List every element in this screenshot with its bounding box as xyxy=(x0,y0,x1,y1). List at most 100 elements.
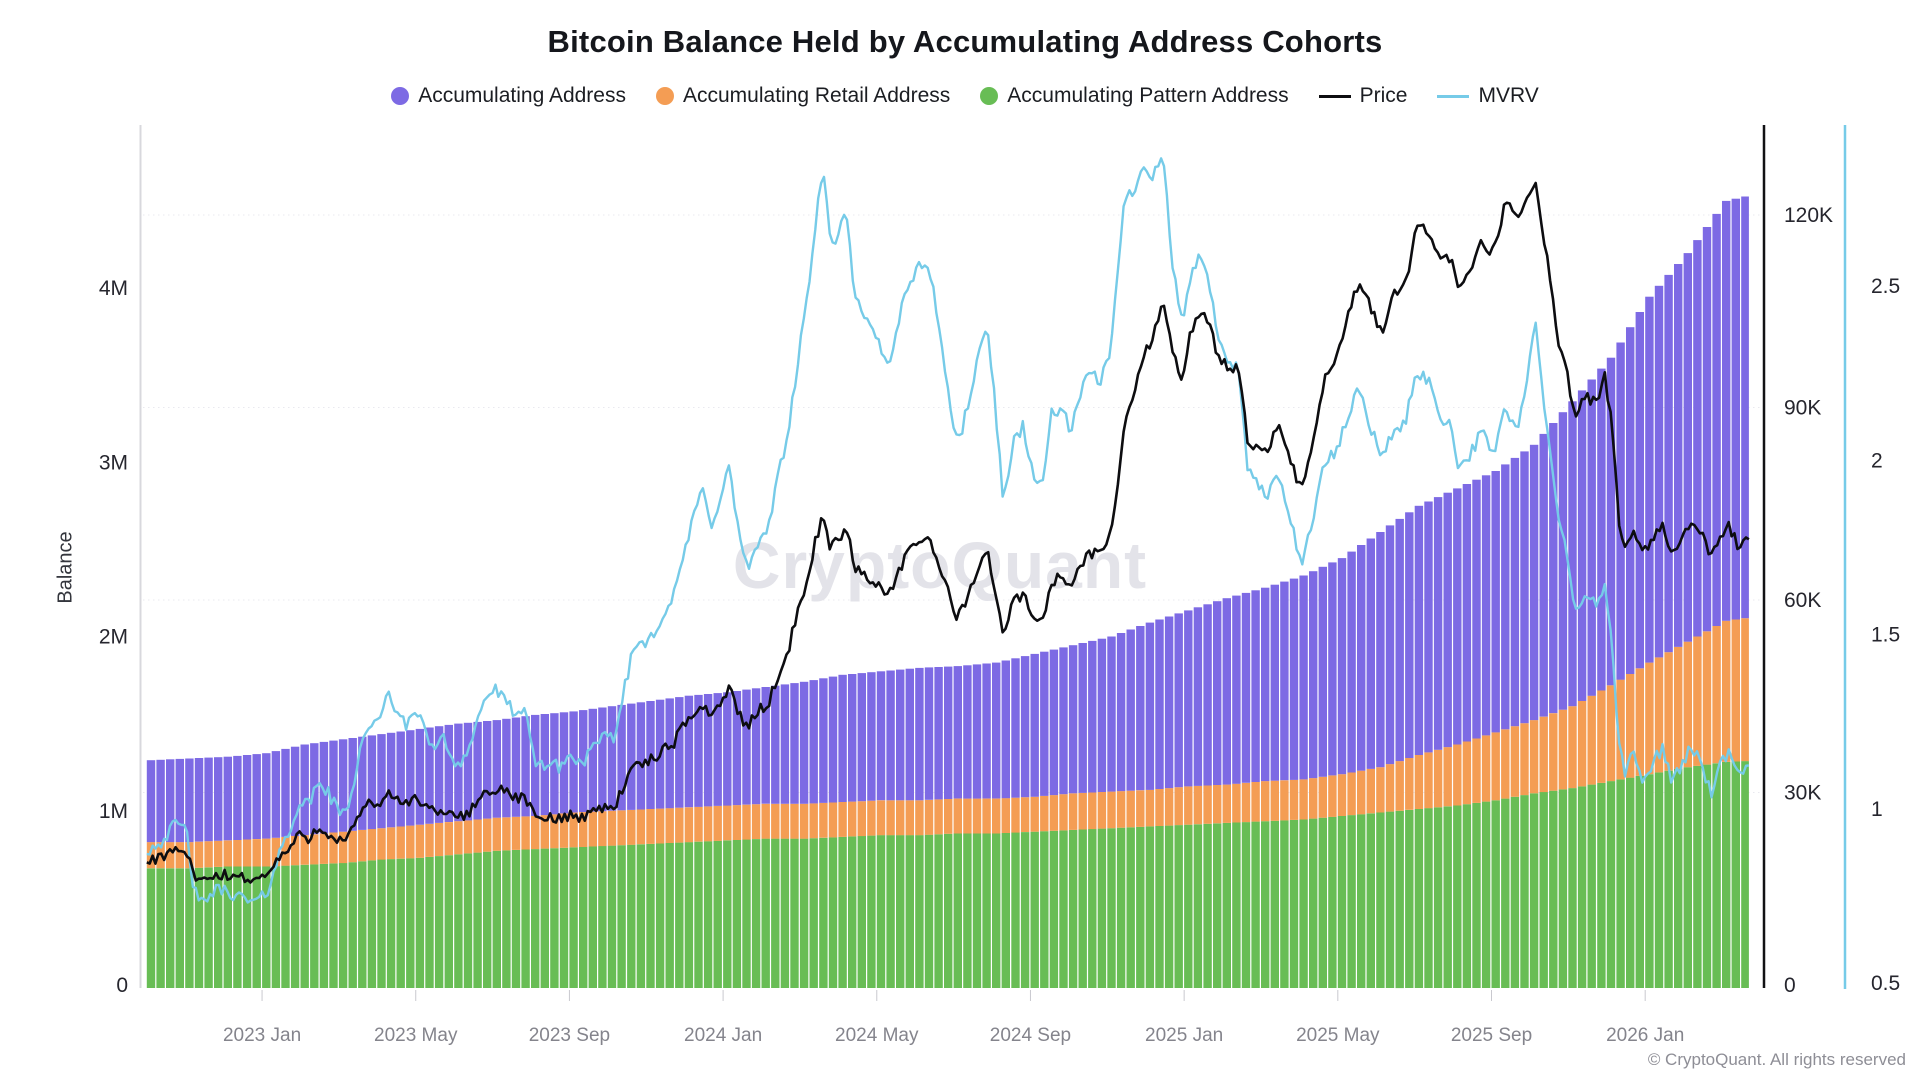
bar-pattern xyxy=(924,834,934,988)
bar-retail xyxy=(1164,788,1174,826)
bar-accumulating xyxy=(1462,484,1472,742)
bar-retail xyxy=(799,803,809,839)
bar-retail xyxy=(1068,793,1078,830)
bar-pattern xyxy=(146,868,156,988)
legend-item-accumulating-pattern-address[interactable]: Accumulating Pattern Address xyxy=(980,84,1289,108)
bar-retail xyxy=(751,804,761,839)
bar-retail xyxy=(588,811,597,847)
bar-pattern xyxy=(675,842,684,988)
bar-pattern xyxy=(1520,795,1529,988)
bar-pattern xyxy=(1654,772,1664,988)
bar-accumulating xyxy=(1510,457,1520,727)
bar-accumulating xyxy=(1645,296,1654,663)
bar-accumulating xyxy=(896,669,905,801)
bar-retail xyxy=(1155,789,1164,826)
bar-accumulating xyxy=(1001,660,1010,799)
bar-retail xyxy=(463,820,473,854)
bar-accumulating xyxy=(242,755,252,840)
bar-accumulating xyxy=(915,667,924,801)
bar-retail xyxy=(406,825,415,859)
bar-accumulating xyxy=(732,691,742,806)
bar-accumulating xyxy=(338,739,348,832)
bar-pattern xyxy=(780,838,790,988)
bar-retail xyxy=(559,813,569,848)
bar-retail xyxy=(1645,662,1654,775)
bar-retail xyxy=(1405,758,1414,810)
bar-pattern xyxy=(1558,789,1568,988)
bar-pattern xyxy=(751,839,761,988)
bar-pattern xyxy=(559,847,569,988)
bar-pattern xyxy=(367,860,377,988)
bar-retail xyxy=(1001,798,1010,833)
bar-retail xyxy=(329,832,338,864)
price-tick-label-120K: 120K xyxy=(1784,204,1833,227)
legend-item-price[interactable]: Price xyxy=(1318,84,1407,108)
bar-pattern xyxy=(1712,763,1721,988)
bar-retail xyxy=(1030,796,1039,832)
bar-retail xyxy=(454,821,463,855)
bar-accumulating xyxy=(607,706,617,811)
bar-accumulating xyxy=(627,703,636,810)
bar-pattern xyxy=(655,843,665,988)
bar-retail xyxy=(1462,741,1472,805)
bar-accumulating xyxy=(617,704,626,811)
bar-accumulating xyxy=(1741,196,1749,619)
bar-accumulating xyxy=(675,697,684,808)
bar-retail xyxy=(511,816,521,850)
bar-accumulating xyxy=(233,755,242,840)
bar-pattern xyxy=(848,836,857,988)
legend-item-accumulating-address[interactable]: Accumulating Address xyxy=(391,84,626,108)
bar-pattern xyxy=(1164,825,1174,988)
bar-accumulating xyxy=(1376,532,1385,768)
bar-retail xyxy=(1501,729,1510,799)
bar-pattern xyxy=(1270,820,1279,988)
legend-label: MVRV xyxy=(1478,84,1539,107)
bar-retail xyxy=(319,833,329,864)
bar-accumulating xyxy=(1309,571,1318,779)
bar-accumulating xyxy=(1251,590,1260,782)
bar-accumulating xyxy=(1635,312,1644,669)
bar-accumulating xyxy=(1011,658,1020,798)
legend-item-accumulating-retail-address[interactable]: Accumulating Retail Address xyxy=(655,84,950,108)
bar-accumulating xyxy=(953,666,962,799)
bar-retail xyxy=(1280,780,1289,821)
stacked-bars[interactable] xyxy=(146,196,1749,989)
legend-label: Accumulating Pattern Address xyxy=(1007,84,1289,107)
bar-pattern xyxy=(483,851,492,988)
bar-retail xyxy=(1097,792,1107,829)
bar-pattern xyxy=(1472,802,1481,988)
bar-accumulating xyxy=(761,687,770,804)
price-tick-label-60K: 60K xyxy=(1784,589,1821,612)
bar-pattern xyxy=(838,836,847,988)
bar-accumulating xyxy=(771,685,780,804)
bar-accumulating xyxy=(511,717,521,817)
bar-pattern xyxy=(281,865,290,988)
bar-pattern xyxy=(1213,823,1222,988)
bar-pattern xyxy=(1539,792,1548,988)
bar-pattern xyxy=(166,868,175,988)
bar-accumulating xyxy=(1577,390,1587,701)
bar-pattern xyxy=(1001,833,1010,988)
bar-accumulating xyxy=(1443,492,1452,748)
bar-accumulating xyxy=(1289,578,1299,780)
bar-accumulating xyxy=(1280,581,1289,781)
bar-retail xyxy=(867,800,876,836)
bar-retail xyxy=(1722,620,1731,762)
bar-accumulating xyxy=(1040,651,1049,796)
legend-item-mvrv[interactable]: MVRV xyxy=(1437,84,1539,108)
bar-retail xyxy=(1318,776,1327,818)
x-tick-label-2025-Jan: 2025 Jan xyxy=(1145,1025,1223,1046)
bar-accumulating xyxy=(1366,538,1375,769)
bar-accumulating xyxy=(665,698,674,809)
bar-accumulating xyxy=(1328,562,1337,776)
bar-retail xyxy=(483,818,492,852)
legend-line-swatch xyxy=(1318,94,1351,98)
bar-retail xyxy=(1357,770,1366,815)
bar-retail xyxy=(1213,785,1222,824)
bar-retail xyxy=(1674,647,1683,769)
bar-retail xyxy=(665,808,674,843)
bar-retail xyxy=(819,802,828,838)
bar-retail xyxy=(396,826,405,859)
bar-pattern xyxy=(1251,821,1260,988)
